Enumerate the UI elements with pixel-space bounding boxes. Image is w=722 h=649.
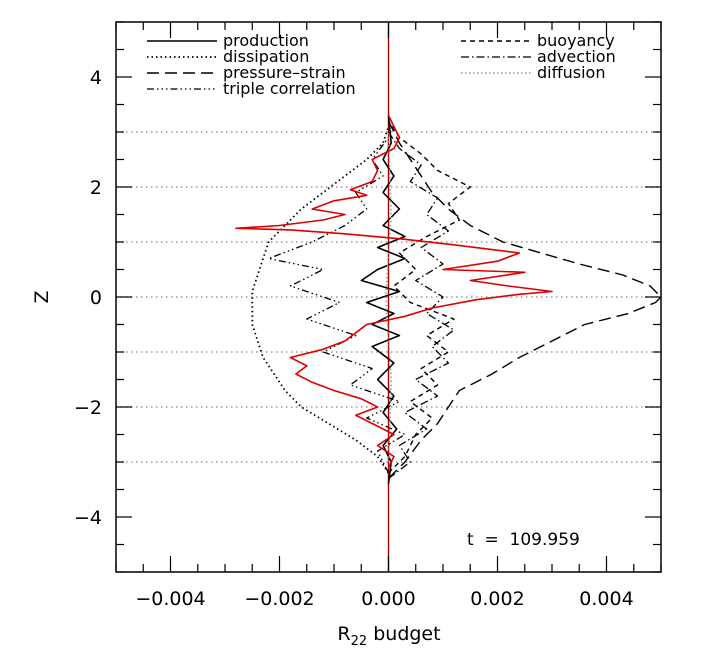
legend-label: diffusion — [537, 63, 605, 82]
series-line-dashdot — [387, 131, 455, 480]
legend-label: triple correlation — [223, 79, 356, 98]
reference-lines — [116, 22, 661, 572]
series-line-gray-dotted — [385, 131, 392, 463]
legend: productiondissipationpressure–straintrip… — [147, 31, 616, 98]
x-axis-title-subscript: 22 — [351, 634, 368, 649]
series-layer — [235, 115, 662, 485]
legend-label: dissipation — [223, 47, 309, 66]
y-tick-label: 2 — [90, 177, 102, 199]
series-line-solid — [360, 115, 406, 485]
legend-label: production — [223, 31, 309, 50]
y-axis-title: Z — [31, 290, 53, 303]
legend-label: advection — [537, 47, 616, 66]
legend-label: pressure–strain — [223, 63, 346, 82]
x-tick-label: 0.002 — [470, 588, 524, 610]
series-line-longdash — [387, 120, 662, 479]
x-axis-title-main: R — [337, 623, 350, 645]
legend-label: buoyancy — [537, 31, 615, 50]
series-line-red — [235, 115, 553, 468]
y-tick-label: 4 — [90, 67, 102, 89]
x-tick-label: −0.004 — [135, 588, 205, 610]
x-axis-title: R22 budget — [337, 623, 440, 649]
series-line-dotted — [251, 126, 390, 474]
series-line-dashed — [387, 120, 471, 474]
series-line-dashdotdot — [267, 137, 406, 474]
x-tick-label: −0.002 — [244, 588, 314, 610]
time-annotation: t = 109.959 — [467, 530, 580, 550]
x-tick-label: 0.000 — [361, 588, 415, 610]
x-axis-title-suffix: budget — [367, 623, 440, 645]
axis-ticks: −0.004 −0.002 0.000 0.002 0.004 −4 −2 0 2 4 — [74, 21, 662, 610]
y-tick-label: 0 — [90, 287, 102, 309]
y-tick-label: −4 — [74, 507, 102, 529]
y-tick-label: −2 — [74, 397, 102, 419]
x-tick-label: 0.004 — [579, 588, 633, 610]
